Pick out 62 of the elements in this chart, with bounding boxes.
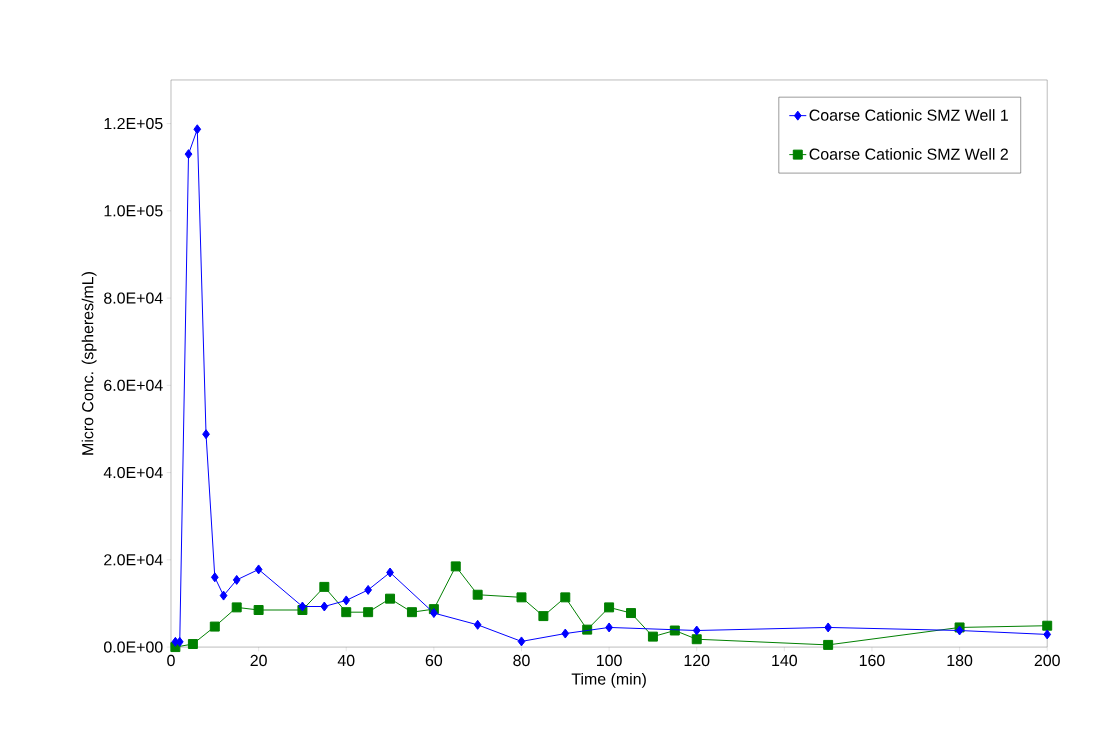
y-tick-label: 1.2E+05 <box>104 117 163 130</box>
point <box>406 607 417 618</box>
point <box>210 572 219 583</box>
legend-label: Coarse Cationic SMZ Well 2 <box>809 148 1008 160</box>
point <box>450 561 461 572</box>
point <box>691 634 702 645</box>
y-axis-title: Micro Conc. (spheres/mL) <box>81 272 97 455</box>
point <box>430 608 438 619</box>
x-tick-label: 40 <box>337 654 355 667</box>
x-axis-title: Time (min) <box>571 672 646 688</box>
point <box>319 581 330 592</box>
point <box>184 149 193 160</box>
point <box>538 611 549 622</box>
x-tick-label: 60 <box>425 654 443 667</box>
point <box>472 589 483 600</box>
x-tick-label: 20 <box>250 654 267 667</box>
y-tick-label: 0.0E+00 <box>104 641 163 653</box>
point <box>298 601 307 612</box>
y-tick-label: 6.0E+04 <box>104 379 163 391</box>
point <box>231 602 242 613</box>
point <box>604 602 615 613</box>
point <box>253 605 264 615</box>
point <box>1043 629 1052 640</box>
y-tick-label: 1.0E+05 <box>104 205 163 217</box>
x-tick-label: 160 <box>859 654 885 667</box>
x-tick-label: 80 <box>513 654 530 667</box>
point <box>385 593 396 604</box>
point <box>209 621 220 632</box>
x-tick-label: 180 <box>947 654 973 667</box>
point <box>516 592 527 603</box>
y-tick-label: 2.0E+04 <box>104 554 163 566</box>
point <box>342 595 351 606</box>
point <box>1042 620 1053 631</box>
x-tick-label: 100 <box>597 654 622 667</box>
x-tick-label: 140 <box>772 654 798 667</box>
point <box>605 622 613 633</box>
point <box>254 564 263 575</box>
legend-label: Coarse Cationic SMZ Well 1 <box>809 109 1008 121</box>
point <box>647 631 658 642</box>
x-tick-label: 200 <box>1034 654 1060 667</box>
point <box>202 429 210 440</box>
point <box>193 124 202 135</box>
point <box>219 590 228 601</box>
point <box>473 619 482 630</box>
y-tick-label: 8.0E+04 <box>104 292 163 304</box>
point <box>561 628 570 639</box>
point <box>824 622 833 633</box>
point <box>364 584 373 595</box>
point <box>386 567 394 578</box>
point <box>363 607 374 618</box>
point <box>320 601 329 612</box>
y-tick-label: 4.0E+04 <box>103 466 163 479</box>
point <box>560 592 571 603</box>
point <box>187 639 198 650</box>
x-tick-label: 120 <box>684 654 710 667</box>
point <box>517 636 526 647</box>
x-tick-label: 0 <box>167 654 175 667</box>
point <box>823 639 834 650</box>
point <box>692 625 701 636</box>
point <box>232 574 241 585</box>
point <box>626 608 636 619</box>
point <box>341 607 352 618</box>
